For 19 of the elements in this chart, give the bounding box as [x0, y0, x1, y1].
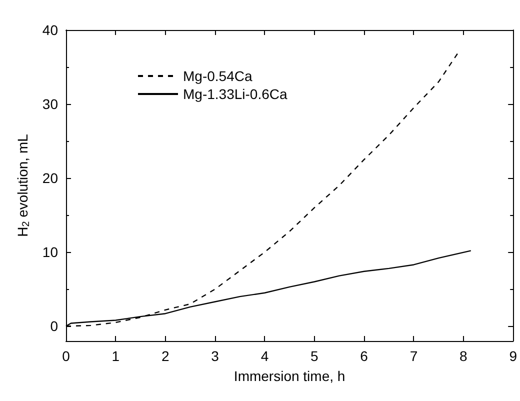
- x-tick-label: 7: [410, 348, 418, 364]
- y-tick-label: 10: [42, 244, 58, 260]
- y-tick-label: 0: [50, 318, 58, 334]
- x-tick-label: 9: [509, 348, 518, 364]
- legend-label: Mg-0.54Ca: [183, 68, 252, 84]
- x-tick-label: 4: [260, 348, 269, 364]
- y-tick-label: 30: [42, 96, 58, 112]
- x-tick-label: 5: [310, 348, 318, 364]
- y-tick-label: 20: [42, 170, 58, 186]
- x-axis-title: Immersion time, h: [234, 368, 346, 384]
- y-tick-label: 40: [42, 22, 58, 38]
- x-tick-label: 8: [460, 348, 468, 364]
- y-axis-title: H2 evolution, mL: [14, 134, 32, 237]
- legend-label: Mg-1.33Li-0.6Ca: [183, 86, 288, 102]
- x-tick-label: 1: [112, 348, 120, 364]
- x-tick-label: 6: [360, 348, 368, 364]
- x-tick-label: 2: [161, 348, 170, 364]
- x-tick-label: 3: [211, 348, 220, 364]
- x-tick-label: 0: [62, 348, 70, 364]
